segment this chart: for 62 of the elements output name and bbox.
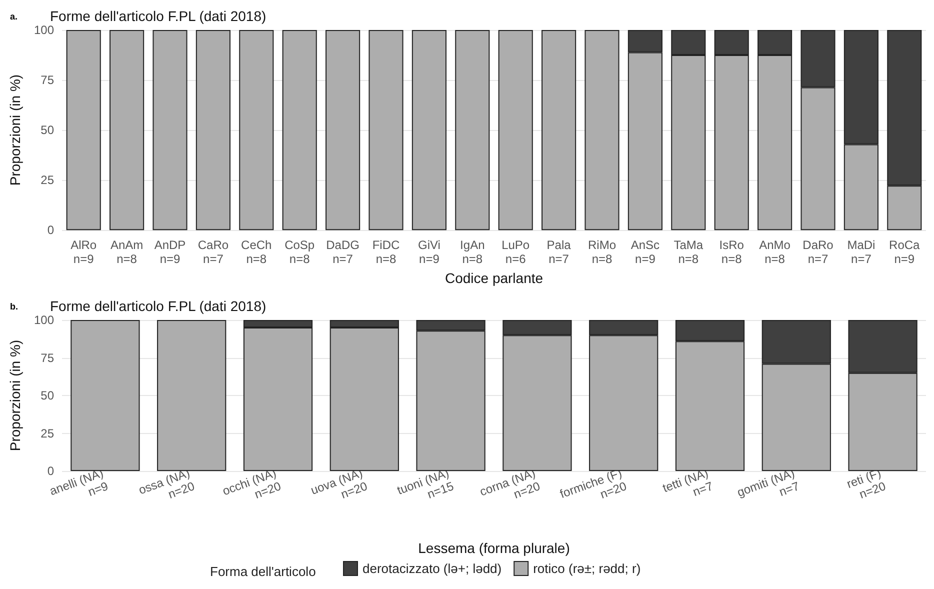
x-tick-label: TaMa n=8 <box>674 238 704 266</box>
bar <box>584 30 620 230</box>
x-tick-label: AnDP n=9 <box>154 238 186 266</box>
x-tick-label: AnMo n=8 <box>759 238 791 266</box>
x-tick-label: IgAn n=8 <box>460 238 485 266</box>
legend-title: Forma dell'articolo <box>210 564 316 579</box>
chart-title: Forme dell'articolo F.PL (dati 2018) <box>50 298 266 314</box>
x-tick-label: RoCa n=9 <box>889 238 920 266</box>
x-tick-label: MaDi n=7 <box>847 238 876 266</box>
bar <box>326 30 360 230</box>
x-tick-label: corna (NA) n=20 <box>478 466 542 502</box>
text: b. <box>10 302 18 312</box>
x-tick-label: CoSp n=8 <box>284 238 315 266</box>
bar <box>110 30 144 230</box>
x-axis-title: Codice parlante <box>444 270 544 286</box>
x-axis-title: Lessema (forma plurale) <box>418 540 570 556</box>
y-axis-title: Proporzioni (in %) <box>7 340 23 452</box>
y-tick-label: 75 <box>40 73 54 88</box>
chart-title: Forme dell'articolo F.PL (dati 2018) <box>50 8 266 24</box>
bar <box>412 30 446 230</box>
bar <box>239 30 274 230</box>
x-tick-label: DaRo n=7 <box>802 238 834 266</box>
x-tick-label: AlRo n=9 <box>70 238 97 266</box>
x-tick-label: IsRo n=8 <box>719 238 744 266</box>
y-tick-label: 0 <box>47 464 54 478</box>
y-tick-label: 100 <box>34 23 54 37</box>
x-tick-label: FiDC n=8 <box>372 238 400 266</box>
y-tick-label: 100 <box>34 313 54 327</box>
bar <box>157 320 226 471</box>
x-tick-label: tetti (NA) n=7 <box>660 466 716 500</box>
bar <box>196 30 230 230</box>
bar <box>282 30 317 230</box>
x-tick-label: CaRo n=7 <box>198 238 229 266</box>
y-tick-label: 25 <box>40 426 54 440</box>
bar <box>455 30 490 230</box>
legend-label: rotico (rə±; rədd; r) <box>533 561 641 576</box>
x-tick-label: ossa (NA) n=20 <box>136 466 197 502</box>
bar <box>152 30 188 230</box>
x-tick-label: CeCh n=8 <box>241 238 272 266</box>
y-tick-label: 50 <box>40 388 54 402</box>
text: a. <box>10 12 18 22</box>
bar <box>542 30 576 230</box>
y-tick-label: 50 <box>40 123 54 138</box>
x-tick-label: Pala n=7 <box>546 238 572 266</box>
x-tick-label: uova (NA) n=20 <box>308 466 370 502</box>
y-tick-label: 25 <box>40 173 54 188</box>
x-tick-label: DaDG n=7 <box>326 238 360 266</box>
x-tick-label: tuoni (NA) n=15 <box>395 466 456 502</box>
y-tick-label: 75 <box>40 350 54 365</box>
bar <box>368 30 404 230</box>
x-tick-label: RiMo n=8 <box>588 238 616 266</box>
y-axis-title: Proporzioni (in %) <box>7 74 23 186</box>
bar <box>498 30 533 230</box>
x-tick-label: LuPo n=6 <box>502 238 530 266</box>
bar <box>70 320 140 471</box>
bar <box>66 30 101 230</box>
legend-label: derotacizzato (lə+; lədd) <box>362 561 502 576</box>
x-tick-label: occhi (NA) n=20 <box>220 466 284 502</box>
y-tick-label: 0 <box>47 223 54 238</box>
x-tick-label: AnSc n=9 <box>630 238 660 266</box>
x-tick-label: GiVi n=9 <box>418 238 440 266</box>
x-tick-label: AnAm n=8 <box>110 238 144 266</box>
